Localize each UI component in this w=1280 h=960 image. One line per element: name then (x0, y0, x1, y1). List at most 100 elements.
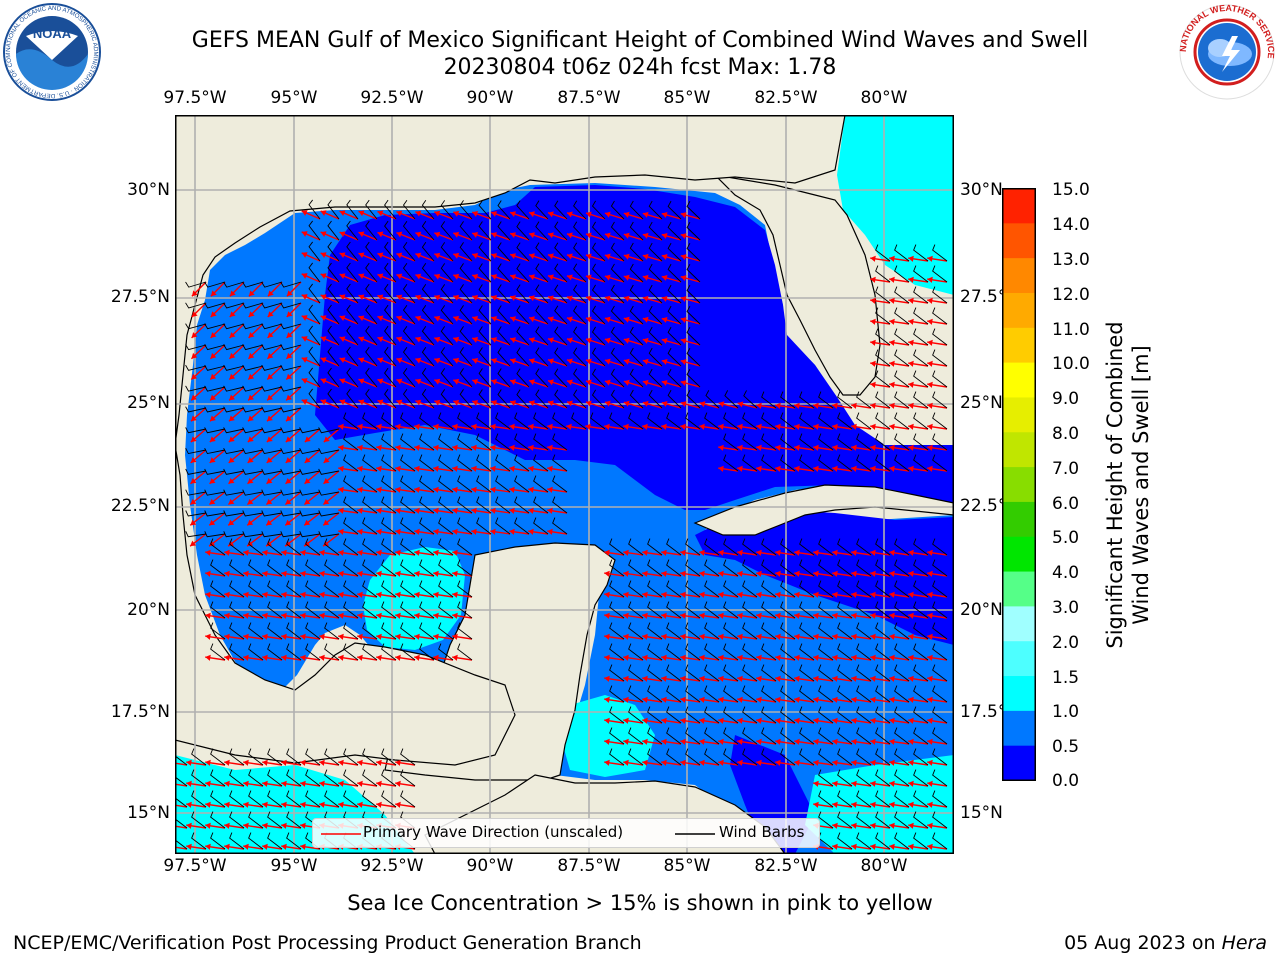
colorbar-tick: 1.5 (1052, 668, 1080, 688)
wind-barb (419, 496, 435, 514)
wave-arrow-head (301, 357, 308, 363)
wave-arrow-head (623, 591, 629, 598)
wind-barb (932, 433, 948, 451)
wave-arrow-head (870, 612, 876, 619)
wave-arrow-head (680, 212, 687, 219)
wind-barb (248, 832, 264, 850)
wind-barb (761, 622, 777, 640)
colorbar-block (1002, 431, 1036, 468)
wind-barb (419, 475, 435, 493)
colorbar-block (1002, 222, 1036, 259)
wind-barb (384, 304, 397, 325)
wind-barb (421, 305, 435, 325)
wave-arrow-head (680, 633, 686, 640)
wave-arrow-head (247, 498, 254, 505)
wind-barb (438, 433, 454, 451)
wind-barb (516, 305, 530, 325)
wind-barb (495, 475, 511, 493)
wave-arrow-head (642, 274, 649, 281)
wind-barb (419, 601, 435, 619)
wind-barb (932, 328, 948, 346)
wind-barb (229, 811, 245, 829)
wind-barb (913, 391, 929, 409)
wave-arrow-head (832, 654, 838, 661)
wave-arrow-head (228, 457, 235, 463)
wind-barb (204, 344, 226, 351)
wind-barb (362, 580, 378, 598)
wind-barb (647, 622, 663, 640)
wind-barb (438, 412, 454, 430)
wind-barb (308, 262, 321, 283)
wind-barb (685, 727, 701, 745)
wind-barb (932, 349, 948, 367)
wave-arrow-head (832, 717, 838, 724)
wave-arrow-head (832, 696, 838, 703)
wave-arrow-head (266, 519, 273, 526)
wave-arrow-head (661, 717, 667, 724)
wave-arrow-head (491, 253, 498, 259)
wave-arrow-head (813, 591, 819, 598)
wind-barb (743, 390, 758, 409)
wind-barb (742, 643, 758, 661)
wind-barb (286, 811, 302, 829)
wind-barb (497, 242, 511, 262)
wind-barb (894, 412, 910, 430)
wave-arrow-head (529, 211, 535, 218)
wind-barb (229, 643, 245, 661)
wave-arrow-head (889, 570, 895, 577)
wave-arrow-head (889, 759, 895, 766)
wind-barb (875, 307, 891, 325)
wave-arrow-head (680, 254, 687, 261)
wave-direction-arrow (175, 846, 188, 850)
wave-arrow-head (927, 654, 933, 661)
wind-barb (384, 367, 397, 388)
wave-arrow-head (357, 612, 363, 619)
wave-arrow-head (286, 373, 293, 380)
wind-barb (267, 832, 283, 850)
wind-barb (648, 284, 663, 304)
colorbar-tick: 0.5 (1052, 737, 1080, 757)
wind-barb (324, 748, 340, 766)
wave-arrow-head (262, 801, 268, 808)
wave-arrow-head (529, 358, 535, 365)
wave-arrow-head (267, 311, 274, 318)
wind-barb (497, 284, 511, 304)
wind-barb (343, 769, 359, 787)
wind-barb (535, 368, 549, 388)
wind-barb (210, 790, 226, 808)
wave-arrow-head (813, 549, 819, 556)
wind-barb (400, 538, 416, 556)
wave-arrow-head (661, 549, 667, 556)
wind-barb (667, 200, 682, 220)
colorbar-block (1002, 292, 1036, 328)
wind-barb (913, 286, 929, 304)
wave-arrow-head (415, 336, 422, 343)
wind-barb (478, 263, 492, 283)
wave-arrow-head (267, 394, 274, 401)
wind-barb (421, 221, 435, 241)
wave-arrow-head (889, 255, 895, 262)
wave-arrow-head (927, 255, 933, 262)
wind-barb (932, 811, 948, 829)
wind-barb (647, 685, 663, 703)
wind-barb (478, 347, 492, 367)
wave-arrow-head (304, 519, 311, 526)
wave-arrow-head (680, 759, 686, 766)
wind-barb (552, 454, 568, 472)
wind-barb (685, 601, 701, 619)
wind-barb (478, 200, 492, 220)
wind-barb (440, 284, 454, 304)
wind-barb (533, 496, 549, 514)
wind-barb (210, 580, 226, 598)
wave-arrow-head (737, 612, 743, 619)
wave-arrow-head (680, 338, 687, 345)
wave-arrow-head (414, 528, 420, 535)
wind-barb (457, 580, 473, 598)
wind-barb (362, 790, 378, 808)
wave-arrow-head (642, 211, 649, 218)
wind-barb (666, 685, 682, 703)
wind-barb (856, 538, 872, 556)
wind-barb (343, 538, 359, 556)
wind-barb (346, 283, 359, 304)
wind-barb (421, 368, 435, 388)
